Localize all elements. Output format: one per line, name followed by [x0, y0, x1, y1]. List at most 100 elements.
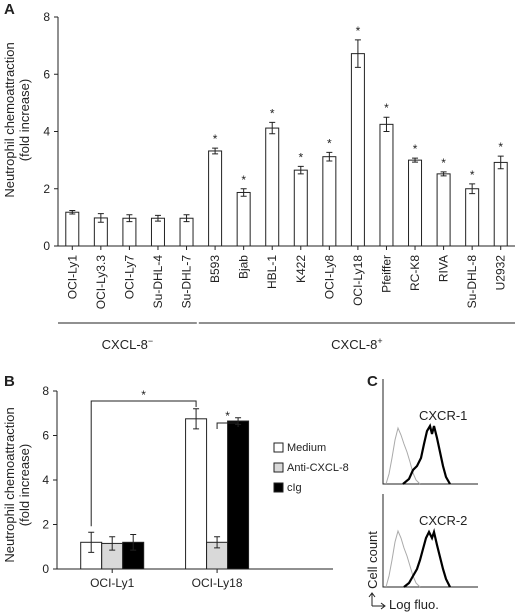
category-label: HBL-1	[265, 255, 279, 289]
error-bar	[269, 121, 276, 135]
panel-b-legend: Medium Anti-CXCL-8 cIg	[273, 442, 349, 494]
bar-oci-ly18	[350, 53, 365, 247]
error-bar	[130, 534, 137, 551]
group-label-text: CXCL-8	[331, 337, 377, 352]
error-bar	[240, 188, 247, 197]
significance-star: *	[498, 140, 503, 154]
panel-c: C CXCR-1 CXCR-2 Cell count Log fluo.	[365, 373, 478, 612]
group-label-superscript: +	[377, 336, 382, 346]
significance-star: *	[441, 156, 446, 170]
error-bar	[212, 147, 219, 155]
significance-bracket	[216, 422, 239, 429]
error-bar	[97, 213, 104, 223]
error-bar	[440, 171, 447, 177]
panel-c-ylabel: Cell count	[365, 531, 380, 589]
panel-b-label: B	[4, 373, 15, 390]
category-label: OCI-Ly18	[351, 255, 365, 306]
category-label: OCI-Ly1	[65, 255, 79, 300]
category-label: RIVA	[437, 255, 451, 282]
panel-c-xlabel: Log fluo.	[389, 597, 439, 612]
panel-b-ytick-label: 6	[42, 429, 49, 443]
error-bar	[69, 210, 76, 215]
error-bar	[326, 151, 333, 162]
error-bar	[497, 155, 504, 170]
histogram-cxcr2: CXCR-2	[382, 494, 478, 588]
error-bar	[183, 214, 190, 223]
panel-a-ytick-label: 6	[43, 67, 50, 81]
histogram-cxcr1-control-curve	[385, 426, 421, 485]
histogram-cxcr1-axes	[382, 379, 478, 485]
panel-a-categories: OCI-Ly1 OCI-Ly3.3 OCI-Ly7 Su-DHL-4 Su-DHL-7 B…	[65, 255, 507, 310]
bar-oci-ly8	[322, 156, 337, 247]
error-bar	[214, 536, 221, 549]
category-label: Su-DHL-7	[180, 255, 194, 309]
significance-star: *	[298, 150, 303, 164]
category-label: B593	[208, 255, 222, 283]
histogram-cxcr1-stain-curve	[402, 423, 451, 485]
histogram-cxcr2-stain-curve	[403, 527, 451, 588]
bar-pfeiffer	[379, 123, 394, 247]
category-label: OCI-Ly3.3	[94, 255, 108, 310]
histogram-cxcr1: CXCR-1	[382, 379, 478, 485]
significance-star: *	[384, 101, 389, 115]
bar-k422	[293, 169, 308, 247]
error-bar	[469, 183, 476, 195]
significance-star: *	[356, 24, 361, 38]
significance-star: *	[141, 388, 146, 402]
panel-a-ytick-label: 4	[43, 125, 50, 139]
error-bar	[88, 531, 95, 553]
significance-star: *	[241, 173, 246, 187]
histogram-cxcr2-label: CXCR-2	[419, 513, 467, 528]
significance-star: *	[213, 132, 218, 146]
legend-swatch	[273, 462, 284, 473]
category-label: U2932	[494, 255, 508, 291]
group-label: CXCL-8−	[102, 336, 154, 352]
bar-b593	[208, 150, 223, 247]
error-bar	[126, 214, 133, 223]
legend-label: Anti-CXCL-8	[287, 462, 349, 474]
bar-su-dhl-8	[465, 188, 480, 247]
category-label: OCI-Ly7	[122, 255, 136, 300]
error-bar	[193, 408, 200, 430]
panel-c-label: C	[367, 373, 378, 390]
panel-b-category-label: OCI-Ly18	[192, 576, 243, 590]
category-label: K422	[294, 255, 308, 283]
panel-b-bars: **	[80, 388, 250, 570]
bar-oci-ly18-cig	[227, 420, 250, 570]
significance-star: *	[225, 409, 230, 423]
histogram-cxcr1-label: CXCR-1	[419, 408, 467, 423]
bar-u2932	[493, 161, 508, 247]
significance-star: *	[270, 106, 275, 120]
category-label: OCI-Ly8	[322, 255, 336, 300]
bar-oci-ly7	[122, 217, 137, 247]
histogram-cxcr2-axes	[382, 494, 478, 588]
significance-star: *	[470, 168, 475, 182]
group-label-text: CXCL-8	[102, 337, 148, 352]
panel-a-ylabel-line2: (fold increase)	[17, 79, 32, 161]
panel-b-ytick-label: 4	[42, 473, 49, 487]
panel-b-ytick-label: 0	[42, 562, 49, 576]
bar-rc-k8	[408, 159, 423, 247]
panel-a-ytick-label: 2	[43, 182, 50, 196]
panel-b-category-label: OCI-Ly1	[90, 576, 135, 590]
bar-hbl-1	[265, 127, 280, 247]
error-bar	[297, 165, 304, 175]
legend-label: cIg	[287, 482, 302, 494]
panel-b: B Neutrophil chemoattraction (fold incre…	[2, 373, 349, 590]
histogram-cxcr2-control-curve	[385, 529, 421, 588]
panel-b-ylabel-line1: Neutrophil chemoattraction	[2, 407, 17, 562]
category-label: RC-K8	[408, 255, 422, 291]
bar-su-dhl-7	[179, 217, 194, 247]
error-bar	[412, 157, 419, 163]
legend-swatch	[273, 442, 284, 453]
legend-swatch	[273, 482, 284, 493]
panel-a-groups: CXCL-8− CXCL-8+	[58, 322, 515, 352]
significance-star: *	[327, 136, 332, 150]
panel-a-ytick-label: 8	[43, 10, 50, 24]
error-bar	[354, 39, 361, 68]
bar-riva	[436, 173, 451, 247]
panel-a-bars: * * * * * * * * * * *	[65, 24, 508, 247]
panel-c-axis-arrow	[368, 592, 386, 610]
group-label: CXCL-8+	[331, 336, 383, 352]
bar-su-dhl-4	[150, 217, 165, 247]
